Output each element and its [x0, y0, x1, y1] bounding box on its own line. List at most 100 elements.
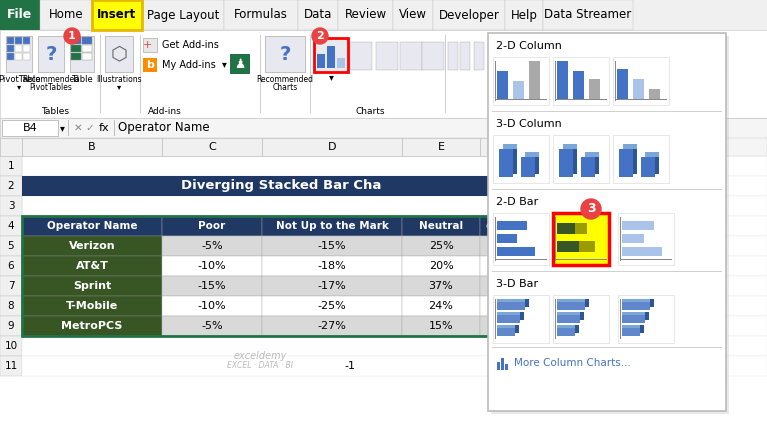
Bar — [640, 325, 644, 333]
Text: EXCEL · DATA · BI: EXCEL · DATA · BI — [227, 362, 293, 371]
Bar — [350, 42, 372, 70]
Bar — [622, 302, 650, 310]
Bar — [393, 0, 433, 30]
Text: Review: Review — [344, 8, 387, 21]
Text: Poor: Poor — [199, 221, 225, 231]
Bar — [513, 81, 524, 99]
Circle shape — [312, 28, 328, 44]
Bar — [230, 54, 250, 74]
Bar — [680, 34, 730, 86]
Bar — [71, 37, 81, 44]
Bar — [613, 57, 669, 105]
Bar — [82, 37, 92, 44]
Bar — [71, 45, 81, 52]
Text: Map ▾: Map ▾ — [692, 83, 716, 91]
Bar — [262, 138, 402, 156]
Bar — [100, 35, 101, 113]
Bar — [22, 236, 162, 256]
Text: -1: -1 — [344, 361, 355, 371]
Bar — [521, 157, 535, 177]
Bar — [22, 216, 767, 236]
Text: Recommended: Recommended — [256, 75, 314, 84]
Bar — [262, 256, 402, 276]
Bar — [557, 299, 585, 302]
Bar — [573, 146, 577, 174]
Bar — [22, 138, 162, 156]
Bar — [22, 156, 767, 176]
Bar — [22, 256, 162, 276]
Bar — [162, 276, 262, 296]
Bar — [559, 149, 573, 177]
Text: B4: B4 — [22, 123, 38, 133]
Bar — [480, 316, 540, 336]
Bar — [581, 157, 595, 177]
Text: -15%: -15% — [318, 241, 347, 251]
Bar — [82, 45, 92, 52]
Bar — [557, 241, 579, 252]
Bar — [22, 296, 162, 316]
Bar — [557, 302, 585, 310]
Text: ?: ? — [45, 45, 57, 63]
Bar — [262, 296, 402, 316]
Bar — [262, 216, 402, 236]
Text: Help: Help — [511, 8, 538, 21]
Bar — [22, 336, 767, 356]
Bar — [622, 299, 650, 302]
Text: ▾: ▾ — [60, 123, 64, 133]
Text: 3D: 3D — [698, 75, 710, 84]
Bar — [260, 35, 261, 113]
Bar — [7, 53, 14, 60]
Bar — [525, 299, 529, 307]
Bar — [0, 336, 22, 356]
Bar — [557, 61, 568, 99]
Bar — [497, 221, 527, 230]
Bar — [557, 223, 575, 234]
Bar — [0, 296, 22, 316]
Bar — [448, 42, 458, 70]
Bar — [0, 118, 767, 138]
Bar — [22, 236, 767, 256]
Text: 5: 5 — [8, 241, 15, 251]
Bar — [492, 347, 722, 348]
Bar — [495, 259, 547, 260]
Bar — [575, 325, 579, 333]
Bar — [557, 312, 580, 315]
Bar — [497, 299, 525, 302]
Text: -5%: -5% — [201, 241, 222, 251]
Text: 9: 9 — [8, 321, 15, 331]
Text: Insert: Insert — [97, 8, 137, 21]
Text: 3-D Bar: 3-D Bar — [496, 279, 538, 289]
Text: ✕: ✕ — [74, 123, 82, 133]
Text: More Column Charts...: More Column Charts... — [514, 358, 631, 368]
Bar — [0, 138, 22, 156]
Bar — [445, 35, 446, 113]
Bar — [162, 236, 262, 256]
Bar — [645, 152, 659, 157]
Bar — [499, 149, 513, 177]
Bar — [555, 99, 607, 100]
Bar — [488, 33, 726, 411]
Bar — [513, 146, 517, 174]
Bar — [645, 312, 649, 320]
Bar — [492, 111, 722, 112]
Bar — [0, 216, 22, 236]
Bar — [480, 296, 540, 316]
Bar — [495, 99, 547, 100]
Text: 1: 1 — [68, 31, 76, 41]
Bar — [0, 0, 40, 30]
Bar — [615, 99, 667, 100]
Bar — [22, 216, 162, 236]
Bar — [555, 217, 556, 261]
Bar — [493, 295, 549, 343]
Bar — [0, 176, 22, 196]
Text: -18%: -18% — [318, 261, 347, 271]
Bar — [402, 256, 480, 276]
Bar — [92, 0, 142, 30]
Text: Get Add-ins: Get Add-ins — [162, 40, 219, 50]
Text: 2: 2 — [316, 31, 324, 41]
Bar — [613, 135, 669, 183]
Bar — [493, 57, 549, 105]
Bar — [402, 316, 480, 336]
Bar — [23, 53, 30, 60]
Bar — [22, 316, 162, 336]
